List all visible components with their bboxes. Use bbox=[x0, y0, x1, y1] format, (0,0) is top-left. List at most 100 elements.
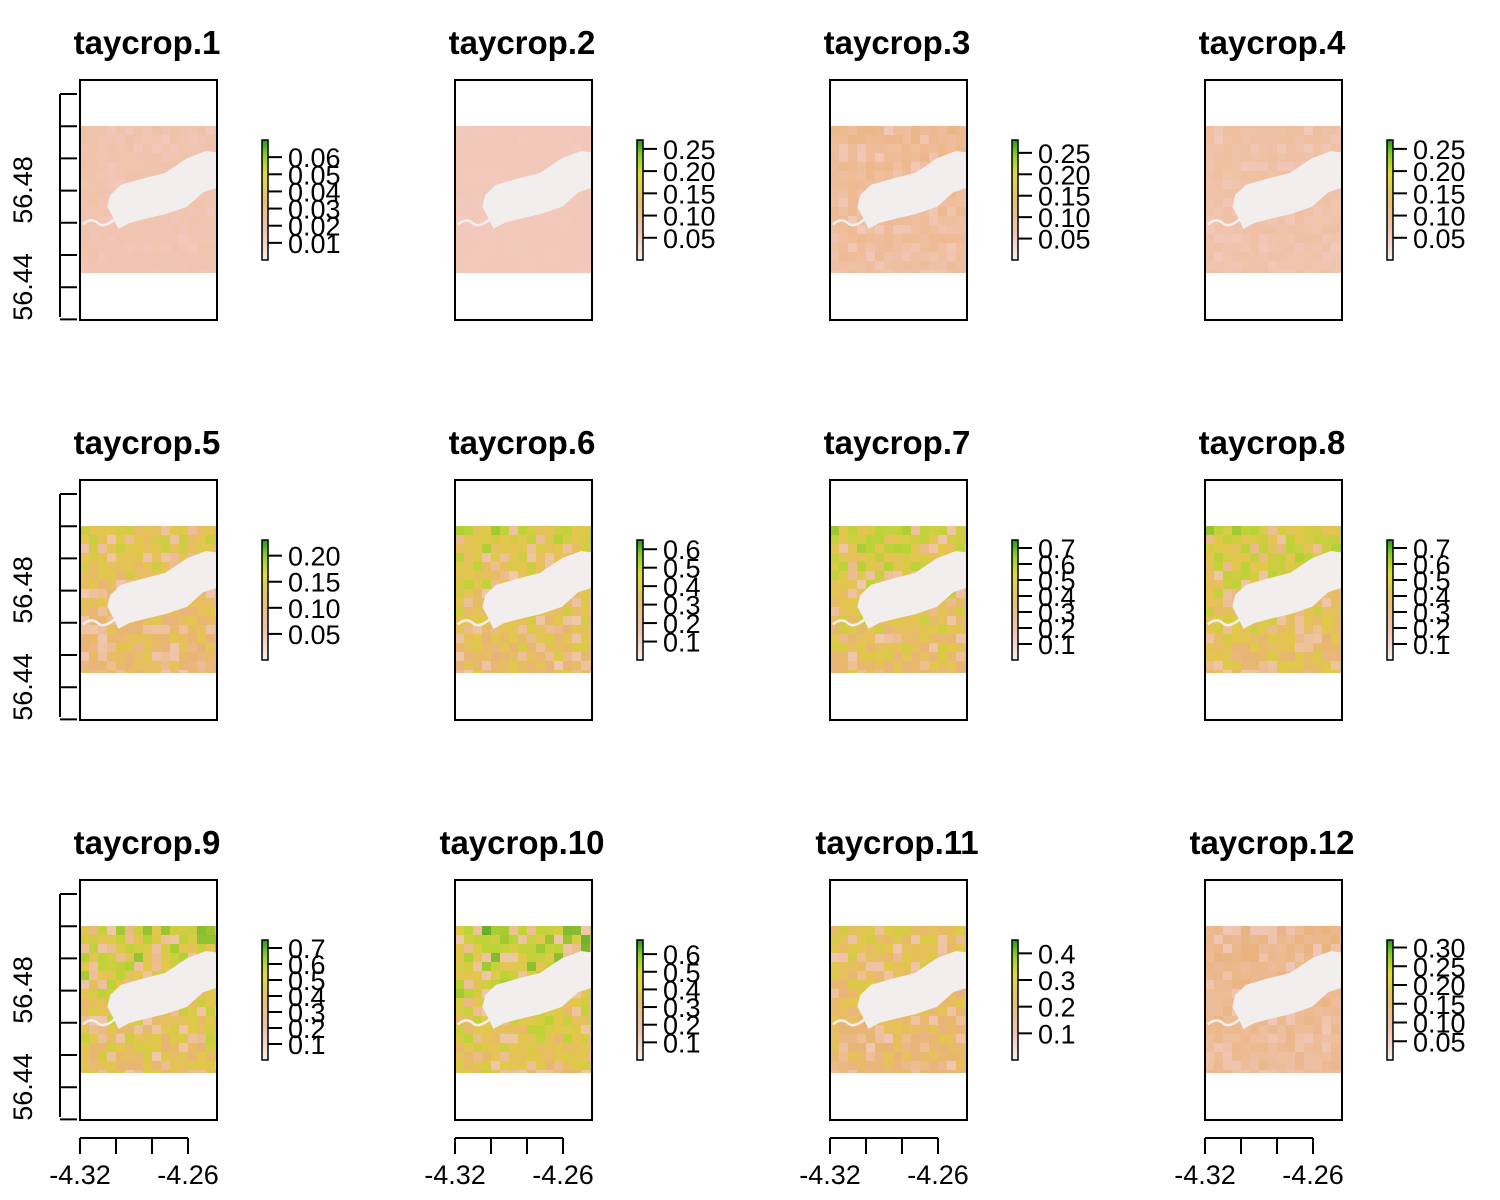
raster-cell bbox=[80, 598, 89, 607]
raster-cell bbox=[920, 153, 929, 162]
raster-cell bbox=[1313, 234, 1322, 243]
raster-cell bbox=[920, 1043, 929, 1052]
raster-cell bbox=[509, 225, 518, 234]
raster-cell bbox=[152, 670, 161, 673]
raster-cell bbox=[89, 661, 98, 670]
raster-cell bbox=[80, 989, 89, 998]
raster-cell bbox=[938, 198, 947, 207]
raster-cell bbox=[491, 980, 500, 989]
raster-cell bbox=[1277, 1070, 1286, 1073]
raster-cell bbox=[134, 562, 143, 571]
raster-cell bbox=[902, 634, 911, 643]
panel-8: taycrop.80.10.20.30.40.50.60.7 bbox=[1199, 424, 1451, 721]
raster-cell bbox=[956, 1034, 965, 1043]
raster-cell bbox=[893, 661, 902, 670]
raster-cell bbox=[527, 553, 536, 562]
raster-cell bbox=[857, 562, 866, 571]
raster-cell bbox=[911, 126, 920, 135]
raster-cell bbox=[536, 1052, 545, 1061]
legend-tick-label: 0.3 bbox=[1413, 598, 1451, 628]
raster-cell bbox=[107, 935, 116, 944]
raster-cell bbox=[1205, 1043, 1214, 1052]
raster-cell bbox=[152, 535, 161, 544]
raster-cell bbox=[920, 625, 929, 634]
plot-frame bbox=[79, 79, 218, 321]
raster-cell bbox=[80, 580, 89, 589]
raster-cell bbox=[455, 962, 464, 971]
raster-cell bbox=[455, 1043, 464, 1052]
raster-cell bbox=[947, 935, 956, 944]
raster-cell bbox=[134, 1070, 143, 1073]
raster-cell bbox=[1241, 1043, 1250, 1052]
raster-cell bbox=[1214, 589, 1223, 598]
raster-cell bbox=[170, 625, 179, 634]
raster-cell bbox=[1232, 189, 1241, 198]
raster-cell bbox=[947, 126, 956, 135]
raster-cell bbox=[1214, 944, 1223, 953]
raster-cell bbox=[1223, 661, 1232, 670]
raster-cell bbox=[464, 1061, 473, 1070]
raster-cell bbox=[509, 1034, 518, 1043]
legend-tick-label: 0.1 bbox=[288, 1030, 326, 1060]
raster-cell bbox=[80, 144, 89, 153]
raster-cell bbox=[125, 1061, 134, 1070]
raster-cell bbox=[455, 243, 464, 252]
raster-cell bbox=[116, 670, 125, 673]
raster-cell bbox=[143, 1016, 152, 1025]
raster-cell bbox=[89, 1007, 98, 1016]
raster-cell bbox=[482, 535, 491, 544]
raster-cell bbox=[206, 944, 215, 953]
raster-cell bbox=[1286, 144, 1295, 153]
raster-cell bbox=[143, 1052, 152, 1061]
raster-cell bbox=[956, 1061, 965, 1070]
legend-tick-label: 0.15 bbox=[288, 568, 341, 598]
raster-cell bbox=[188, 1061, 197, 1070]
raster-cell bbox=[848, 589, 857, 598]
raster-cell bbox=[80, 962, 89, 971]
raster-cell bbox=[125, 962, 134, 971]
raster-cell bbox=[1223, 1070, 1232, 1073]
raster-cell bbox=[152, 270, 161, 273]
raster-cell bbox=[536, 1016, 545, 1025]
raster-cell bbox=[848, 180, 857, 189]
raster-cell bbox=[89, 171, 98, 180]
legend-tick-label: 0.05 bbox=[1038, 225, 1091, 255]
raster-cell bbox=[455, 580, 464, 589]
raster-cell bbox=[839, 198, 848, 207]
raster-cell bbox=[107, 670, 116, 673]
raster-cell bbox=[98, 971, 107, 980]
raster-cell bbox=[518, 526, 527, 535]
raster-cell bbox=[527, 944, 536, 953]
raster-cell bbox=[536, 670, 545, 673]
raster-cell bbox=[509, 135, 518, 144]
raster-cell bbox=[1268, 1070, 1277, 1073]
raster-cell bbox=[572, 998, 581, 1007]
raster-cell bbox=[1214, 962, 1223, 971]
raster-cell bbox=[848, 270, 857, 273]
raster-cell bbox=[947, 670, 956, 673]
raster-cell bbox=[1286, 1034, 1295, 1043]
raster-cell bbox=[1232, 1061, 1241, 1070]
raster-cell bbox=[563, 135, 572, 144]
raster-cell bbox=[518, 553, 527, 562]
raster-cell bbox=[206, 1025, 215, 1034]
raster-cell bbox=[1223, 261, 1232, 270]
raster-cell bbox=[902, 225, 911, 234]
raster-cell bbox=[893, 535, 902, 544]
raster-cell bbox=[545, 234, 554, 243]
raster-cell bbox=[1331, 589, 1340, 598]
raster-cell bbox=[857, 171, 866, 180]
raster-cell bbox=[956, 670, 965, 673]
raster-cell bbox=[491, 544, 500, 553]
legend-tick-label: 0.20 bbox=[1038, 160, 1091, 190]
raster-cell bbox=[116, 625, 125, 634]
raster-cell bbox=[107, 1061, 116, 1070]
raster-cell bbox=[920, 252, 929, 261]
raster-cell bbox=[581, 661, 590, 670]
raster-cell bbox=[116, 1070, 125, 1073]
raster-cell bbox=[563, 998, 572, 1007]
raster-cell bbox=[179, 1043, 188, 1052]
legend-tick-label: 0.01 bbox=[288, 229, 341, 259]
raster-cell bbox=[107, 189, 116, 198]
raster-cell bbox=[482, 589, 491, 598]
